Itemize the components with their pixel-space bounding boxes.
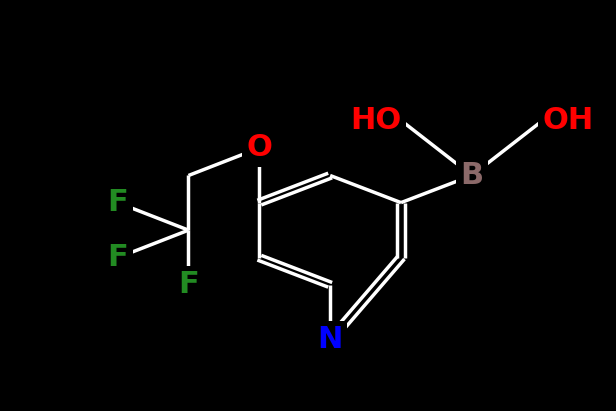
Text: F: F [107,188,128,217]
Text: HO: HO [350,106,401,135]
Text: O: O [246,134,272,162]
Text: F: F [178,270,199,299]
Text: N: N [317,326,343,354]
Text: F: F [107,243,128,272]
Text: B: B [460,161,484,190]
Text: OH: OH [543,106,594,135]
